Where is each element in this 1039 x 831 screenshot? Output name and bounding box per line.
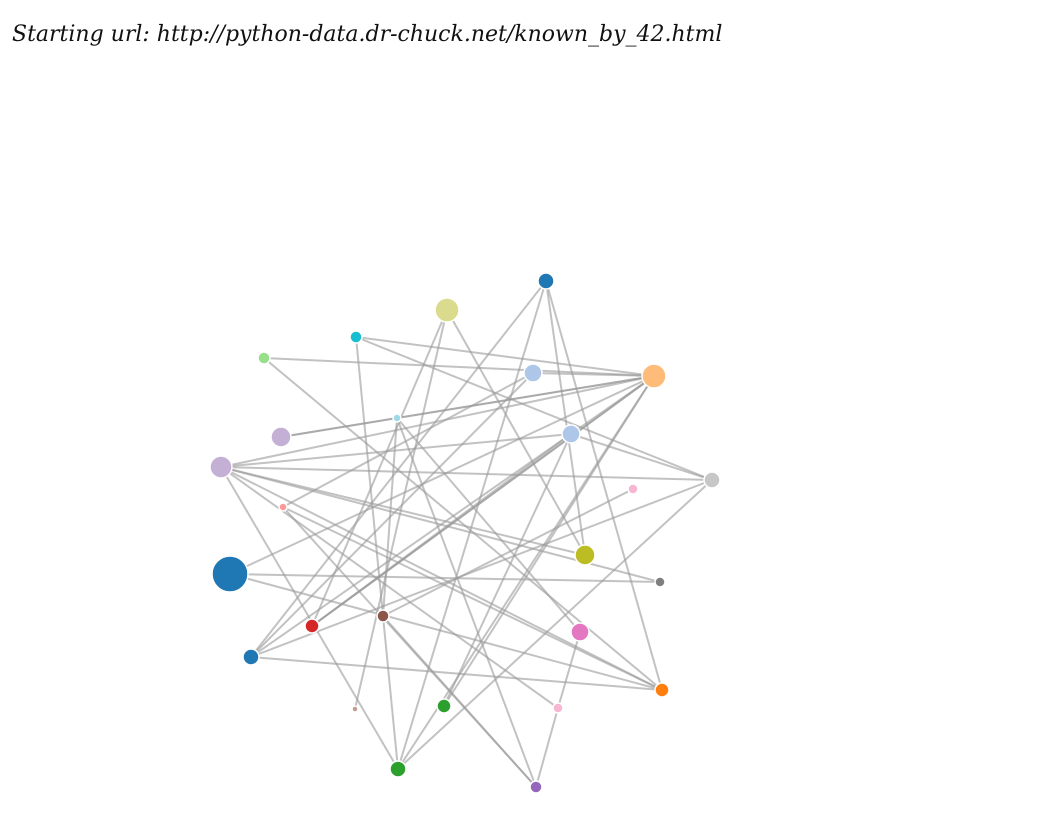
graph-node[interactable] bbox=[349, 330, 363, 344]
graph-node[interactable] bbox=[627, 483, 639, 495]
graph-link bbox=[355, 336, 384, 617]
starting-url: http://python-data.dr-chuck.net/known_by… bbox=[156, 22, 723, 47]
graph-link bbox=[250, 479, 713, 658]
graph-link bbox=[220, 466, 559, 709]
graph-link bbox=[382, 615, 399, 770]
starting-url-line: Starting url: http://python-data.dr-chuc… bbox=[12, 22, 722, 47]
graph-node[interactable] bbox=[654, 576, 666, 588]
graph-link bbox=[532, 372, 655, 377]
graph-link bbox=[397, 479, 713, 770]
graph-node[interactable] bbox=[641, 363, 667, 389]
graph-link bbox=[397, 280, 547, 770]
graph-links bbox=[220, 280, 713, 788]
graph-link bbox=[220, 466, 586, 556]
graph-link bbox=[250, 656, 663, 691]
graph-link bbox=[396, 417, 581, 633]
graph-link bbox=[282, 506, 663, 691]
graph-link bbox=[545, 280, 663, 691]
graph-node[interactable] bbox=[270, 426, 292, 448]
graph-node[interactable] bbox=[570, 622, 590, 642]
graph-nodes bbox=[209, 272, 721, 794]
graph-node[interactable] bbox=[242, 648, 260, 666]
graph-link bbox=[311, 375, 655, 627]
graph-node[interactable] bbox=[436, 698, 452, 714]
graph-link bbox=[355, 336, 713, 481]
graph-link bbox=[220, 433, 572, 468]
graph-link bbox=[446, 309, 586, 556]
starting-url-label: Starting url: bbox=[12, 22, 157, 47]
graph-link bbox=[229, 573, 661, 583]
graph-node[interactable] bbox=[523, 363, 543, 383]
graph-link bbox=[355, 336, 655, 377]
graph-link bbox=[250, 372, 534, 658]
graph-node[interactable] bbox=[574, 544, 596, 566]
graph-link bbox=[382, 488, 634, 617]
graph-node[interactable] bbox=[209, 455, 233, 479]
graph-link bbox=[263, 357, 655, 377]
graph-node[interactable] bbox=[257, 351, 271, 365]
graph-node[interactable] bbox=[389, 760, 407, 778]
graph-link bbox=[282, 372, 534, 508]
graph-node[interactable] bbox=[304, 618, 320, 634]
graph-node[interactable] bbox=[392, 413, 402, 423]
graph-link bbox=[229, 375, 655, 575]
graph-link bbox=[570, 433, 713, 481]
graph-node[interactable] bbox=[537, 272, 555, 290]
graph-node[interactable] bbox=[552, 702, 564, 714]
graph-link bbox=[382, 615, 537, 788]
graph-link bbox=[220, 466, 713, 481]
graph-node[interactable] bbox=[376, 609, 390, 623]
graph-link bbox=[250, 375, 655, 658]
graph-node[interactable] bbox=[654, 682, 670, 698]
graph-node[interactable] bbox=[434, 297, 460, 323]
graph-link bbox=[280, 375, 655, 438]
graph-link bbox=[382, 417, 398, 617]
graph-link bbox=[220, 375, 655, 468]
graph-node[interactable] bbox=[211, 555, 249, 593]
graph-link bbox=[535, 707, 559, 788]
graph-link bbox=[396, 417, 537, 788]
graph-link bbox=[220, 466, 399, 770]
graph-node[interactable] bbox=[351, 705, 359, 713]
graph-link bbox=[263, 357, 663, 691]
graph-node[interactable] bbox=[278, 502, 288, 512]
graph-node[interactable] bbox=[703, 471, 721, 489]
graph-node[interactable] bbox=[529, 780, 543, 794]
graph-link bbox=[443, 433, 572, 707]
graph-link bbox=[229, 573, 663, 691]
graph-link bbox=[557, 631, 581, 709]
graph-node[interactable] bbox=[561, 424, 581, 444]
